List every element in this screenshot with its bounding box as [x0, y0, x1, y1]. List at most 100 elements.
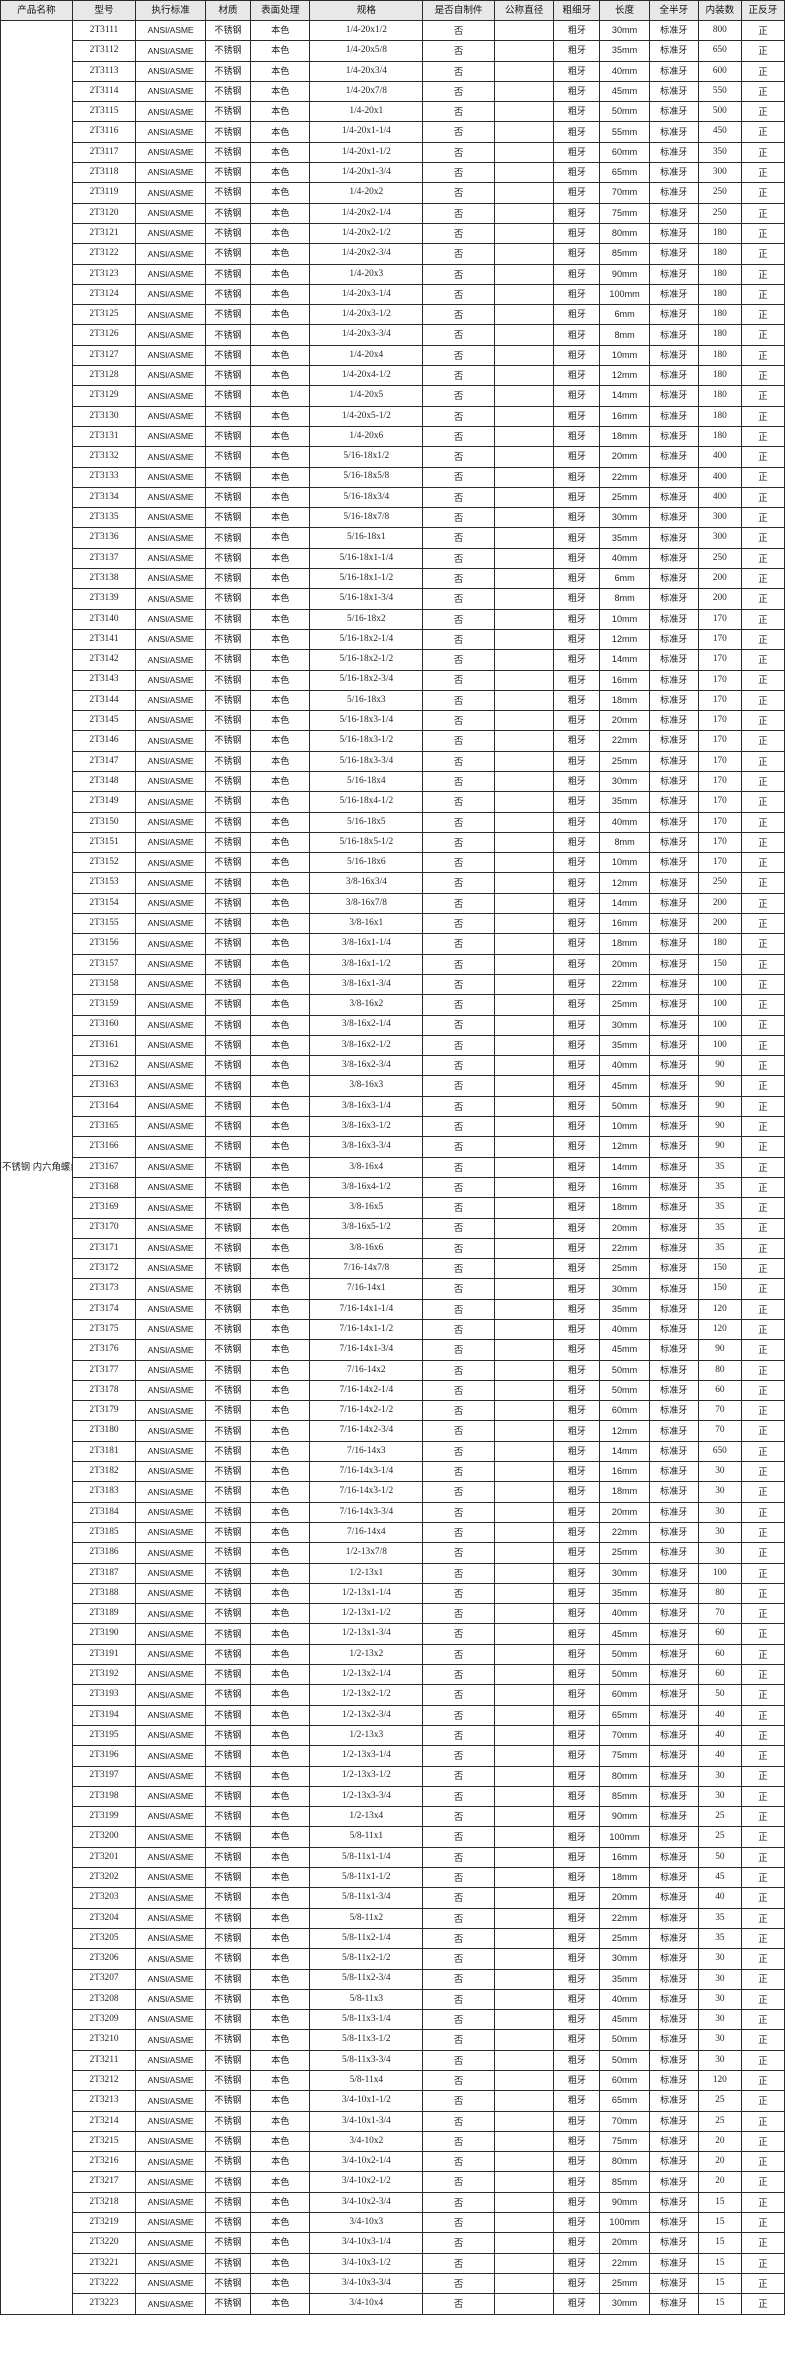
cell-nominal-diameter	[493, 1867, 555, 1889]
cell-thread-type: 粗牙	[553, 1420, 601, 1442]
cell-thread-type: 粗牙	[553, 2232, 601, 2254]
cell-model: 2T3169	[71, 1197, 137, 1219]
cell-thread-type: 粗牙	[553, 1765, 601, 1787]
cell-thread-direction: 正	[740, 1501, 786, 1523]
cell-thread-direction: 正	[740, 2171, 786, 2193]
cell-nominal-diameter	[493, 2151, 555, 2173]
cell-standard: ANSI/ASME	[135, 872, 206, 894]
cell-self-made: 否	[422, 547, 495, 570]
cell-self-made: 否	[422, 40, 495, 62]
cell-pack-quantity: 15	[697, 2252, 742, 2274]
cell-model: 2T3147	[71, 750, 137, 772]
cell-pack-quantity: 30	[697, 1542, 742, 1564]
cell-nominal-diameter	[493, 872, 555, 894]
cell-model: 2T3183	[71, 1481, 137, 1503]
cell-standard: ANSI/ASME	[135, 263, 206, 285]
table-row: 2T3214 ANSI/ASME 不锈钢 本色 3/4-10x1-3/4 否 粗牙 70mm 标…	[1, 2110, 786, 2132]
cell-thread-direction: 正	[740, 2272, 786, 2295]
cell-full-half-thread: 标准牙	[648, 2009, 699, 2031]
cell-pack-quantity: 60	[697, 1379, 742, 1402]
cell-thread-direction: 正	[740, 1461, 786, 1483]
cell-full-half-thread: 标准牙	[648, 2151, 699, 2173]
cell-surface: 本色	[250, 770, 311, 793]
cell-surface: 本色	[250, 2130, 311, 2153]
cell-pack-quantity: 30	[697, 1481, 742, 1503]
cell-material: 不锈钢	[204, 791, 252, 813]
cell-material: 不锈钢	[204, 628, 252, 651]
cell-length: 40mm	[599, 1055, 650, 1077]
cell-length: 14mm	[599, 1156, 650, 1178]
table-row: 2T3181 ANSI/ASME 不锈钢 本色 7/16-14x3 否 粗牙 14mm 标准牙 6…	[1, 1440, 786, 1463]
cell-model: 2T3211	[71, 2049, 137, 2071]
cell-surface: 本色	[250, 1582, 311, 1605]
cell-standard: ANSI/ASME	[135, 1826, 206, 1848]
cell-length: 16mm	[599, 1461, 650, 1483]
cell-standard: ANSI/ASME	[135, 2191, 206, 2214]
cell-standard: ANSI/ASME	[135, 507, 206, 529]
cell-nominal-diameter	[493, 1014, 555, 1036]
cell-length: 30mm	[599, 1014, 650, 1036]
cell-surface: 本色	[250, 1887, 311, 1909]
cell-specification: 3/8-16x2-1/4	[309, 1014, 424, 1036]
cell-self-made: 否	[422, 1217, 495, 1239]
cell-nominal-diameter	[493, 2293, 555, 2315]
cell-thread-direction: 正	[740, 1643, 786, 1666]
cell-pack-quantity: 30	[697, 2009, 742, 2031]
cell-full-half-thread: 标准牙	[648, 2272, 699, 2295]
cell-full-half-thread: 标准牙	[648, 2110, 699, 2132]
cell-nominal-diameter	[493, 1603, 555, 1625]
cell-model: 2T3201	[71, 1846, 137, 1869]
cell-self-made: 否	[422, 486, 495, 509]
cell-full-half-thread: 标准牙	[648, 202, 699, 224]
cell-surface: 本色	[250, 872, 311, 894]
cell-full-half-thread: 标准牙	[648, 811, 699, 833]
cell-standard: ANSI/ASME	[135, 1988, 206, 2011]
cell-model: 2T3151	[71, 831, 137, 854]
cell-length: 35mm	[599, 791, 650, 813]
cell-nominal-diameter	[493, 2009, 555, 2031]
cell-thread-type: 粗牙	[553, 1623, 601, 1645]
cell-specification: 5/8-11x1-3/4	[309, 1887, 424, 1909]
cell-specification: 5/16-18x1-1/2	[309, 568, 424, 590]
cell-nominal-diameter	[493, 973, 555, 996]
cell-pack-quantity: 250	[697, 202, 742, 224]
cell-full-half-thread: 标准牙	[648, 892, 699, 915]
cell-material: 不锈钢	[204, 121, 252, 143]
cell-thread-direction: 正	[740, 2069, 786, 2092]
cell-full-half-thread: 标准牙	[648, 324, 699, 346]
cell-length: 65mm	[599, 1704, 650, 1726]
cell-surface: 本色	[250, 1461, 311, 1483]
table-row: 2T3114 ANSI/ASME 不锈钢 本色 1/4-20x7/8 否 粗牙 45mm 标准牙…	[1, 80, 786, 103]
cell-pack-quantity: 90	[697, 1116, 742, 1138]
table-row: 2T3159 ANSI/ASME 不锈钢 本色 3/8-16x2 否 粗牙 25mm 标准牙 10…	[1, 994, 786, 1016]
cell-thread-type: 粗牙	[553, 568, 601, 590]
cell-surface: 本色	[250, 2252, 311, 2274]
table-row: 2T3192 ANSI/ASME 不锈钢 本色 1/2-13x2-1/4 否 粗牙 50mm 标…	[1, 1664, 786, 1686]
cell-self-made: 否	[422, 1095, 495, 1118]
cell-nominal-diameter	[493, 2069, 555, 2092]
cell-self-made: 否	[422, 1156, 495, 1178]
cell-material: 不锈钢	[204, 1745, 252, 1767]
table-row: 2T3206 ANSI/ASME 不锈钢 本色 5/8-11x2-1/2 否 粗牙 30mm 标…	[1, 1948, 786, 1970]
cell-material: 不锈钢	[204, 1826, 252, 1848]
cell-surface: 本色	[250, 344, 311, 367]
cell-length: 60mm	[599, 141, 650, 164]
cell-specification: 3/8-16x1-3/4	[309, 973, 424, 996]
cell-self-made: 否	[422, 1806, 495, 1828]
cell-model: 2T3154	[71, 892, 137, 915]
cell-pack-quantity: 60	[697, 1664, 742, 1686]
table-row: 2T3186 ANSI/ASME 不锈钢 本色 1/2-13x7/8 否 粗牙 25mm 标准牙…	[1, 1542, 786, 1564]
cell-thread-type: 粗牙	[553, 405, 601, 427]
cell-material: 不锈钢	[204, 1278, 252, 1300]
cell-pack-quantity: 170	[697, 852, 742, 874]
cell-self-made: 否	[422, 1907, 495, 1929]
cell-nominal-diameter	[493, 608, 555, 630]
cell-full-half-thread: 标准牙	[648, 162, 699, 184]
cell-nominal-diameter	[493, 791, 555, 813]
cell-thread-direction: 正	[740, 1521, 786, 1544]
cell-pack-quantity: 250	[697, 182, 742, 204]
table-row: 2T3185 ANSI/ASME 不锈钢 本色 7/16-14x4 否 粗牙 22mm 标准牙 3…	[1, 1521, 786, 1544]
cell-specification: 1/4-20x6	[309, 425, 424, 448]
cell-model: 2T3129	[71, 385, 137, 407]
cell-pack-quantity: 35	[697, 1197, 742, 1219]
